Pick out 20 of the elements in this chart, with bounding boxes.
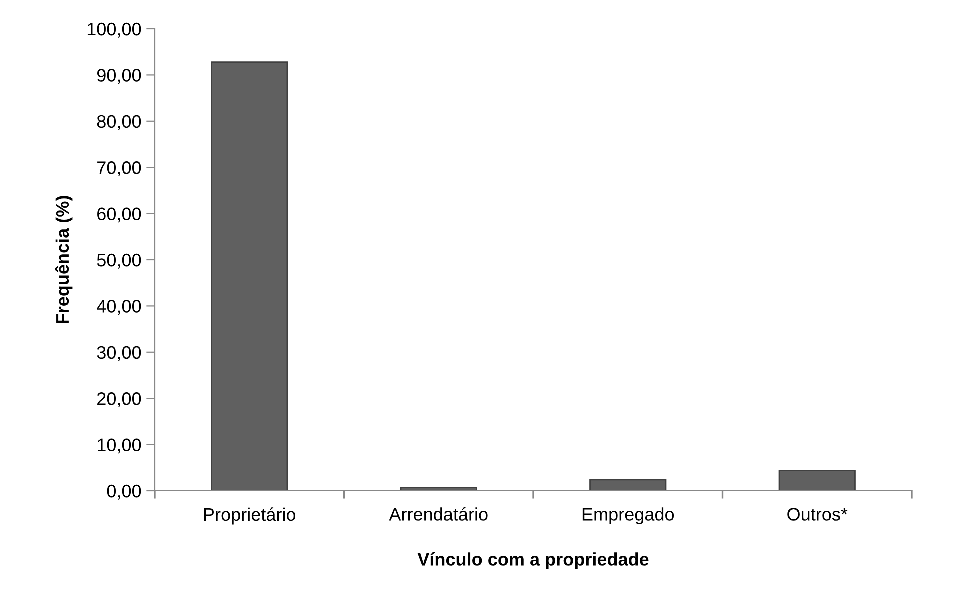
x-axis-title: Vínculo com a propriedade <box>418 552 649 570</box>
y-tick-label: 90,00 <box>97 69 142 84</box>
x-tick-label: Proprietário <box>204 508 296 525</box>
x-tick-label: Outros* <box>788 508 848 521</box>
y-tick-label: 20,00 <box>98 392 142 408</box>
y-tick-label: 40,00 <box>97 300 142 316</box>
bar <box>778 470 856 491</box>
x-tick-label: Arrendatário <box>389 507 488 521</box>
y-tick-label: 70,00 <box>98 162 142 176</box>
y-tick-label: 0,00 <box>107 484 142 500</box>
y-tick-label: 30,00 <box>97 346 142 362</box>
y-tick-label: 50,00 <box>97 254 142 269</box>
bar <box>211 62 288 491</box>
bar <box>590 479 667 491</box>
y-tick-label: 60,00 <box>98 208 142 223</box>
x-tick-label: Empregado <box>582 508 674 524</box>
y-tick-label: 10,00 <box>98 438 142 454</box>
y-tick-label: 100,00 <box>88 22 142 38</box>
y-tick-label: 80,00 <box>97 115 142 130</box>
y-axis-title: Frequência (%) <box>55 196 73 324</box>
